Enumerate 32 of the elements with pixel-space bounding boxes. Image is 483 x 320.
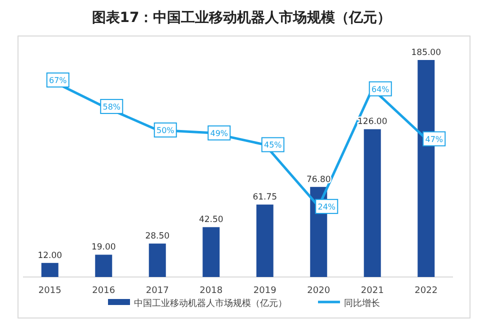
bar bbox=[202, 227, 220, 277]
data-label: 12.00 bbox=[38, 250, 62, 261]
data-label: 19.00 bbox=[91, 242, 116, 253]
x-tick-label: 2016 bbox=[92, 286, 116, 296]
bar bbox=[95, 254, 112, 277]
x-tick-label: 2019 bbox=[253, 286, 277, 296]
x-tick-label: 2021 bbox=[360, 286, 384, 296]
data-label: 47% bbox=[425, 134, 444, 144]
x-tick-label: 2015 bbox=[38, 286, 62, 296]
data-label: 67% bbox=[48, 76, 68, 85]
bar bbox=[364, 129, 381, 277]
data-label: 58% bbox=[102, 102, 121, 112]
bar bbox=[41, 262, 58, 277]
data-label: 126.00 bbox=[358, 117, 388, 128]
data-label: 42.50 bbox=[198, 215, 224, 226]
x-tick-label: 2022 bbox=[414, 286, 438, 296]
x-tick-label: 2017 bbox=[146, 286, 169, 296]
data-label: 49% bbox=[210, 128, 228, 138]
legend-label: 中国工业移动机器人市场规模（亿元） bbox=[134, 298, 287, 309]
x-tick-label: 2020 bbox=[307, 286, 330, 296]
data-label: 185.00 bbox=[411, 48, 441, 58]
bar bbox=[148, 244, 166, 277]
data-label: 64% bbox=[371, 84, 390, 94]
x-tick-label: 2018 bbox=[200, 286, 223, 296]
data-label: 24% bbox=[318, 202, 336, 212]
chart-title: 图表17：中国工业移动机器人市场规模（亿元） bbox=[92, 9, 392, 26]
data-label: 45% bbox=[264, 140, 282, 150]
data-label: 50% bbox=[156, 126, 175, 135]
data-label: 28.50 bbox=[145, 232, 170, 242]
bar bbox=[256, 204, 274, 277]
data-label: 61.75 bbox=[252, 192, 278, 203]
legend-label: 同比增长 bbox=[344, 298, 380, 309]
